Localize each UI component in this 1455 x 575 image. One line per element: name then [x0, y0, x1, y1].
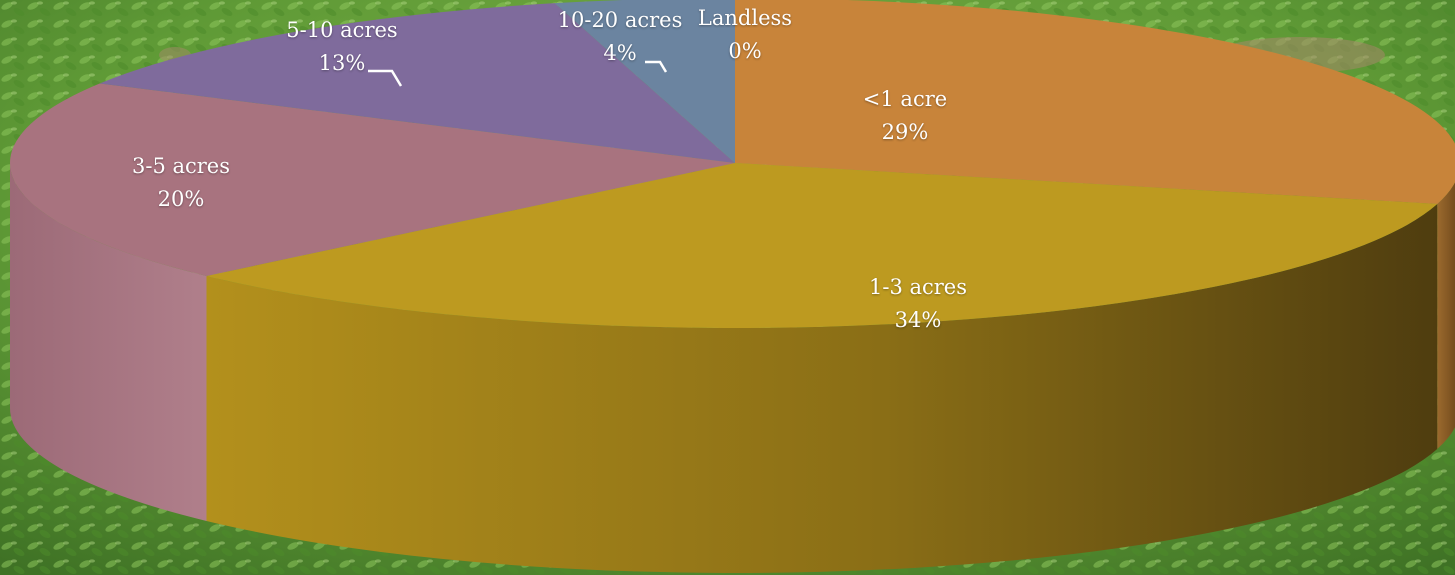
- label-category: <1 acre: [862, 87, 948, 111]
- slice-side-1-acre: [1437, 182, 1455, 450]
- slice-1-3-acres: [206, 163, 1438, 329]
- label-value: 20%: [157, 187, 205, 211]
- label-category: 10-20 acres: [557, 8, 683, 32]
- slice-5-10-acres: [99, 3, 735, 164]
- slice-10-20-acres: [554, 0, 735, 163]
- label-value: 0%: [728, 39, 762, 63]
- label-category: 1-3 acres: [868, 275, 968, 299]
- slice-side-3-5-acres: [10, 163, 207, 521]
- label-category: Landless: [697, 6, 793, 30]
- label-value: 4%: [603, 41, 637, 65]
- data-label-3-5-acres: 3-5 acres 20%: [132, 150, 230, 216]
- slice-1-acre: [735, 0, 1455, 205]
- label-value: 29%: [881, 120, 929, 144]
- label-value: 13%: [318, 51, 366, 75]
- leader-line-10-20-acres: [645, 60, 668, 73]
- slice-3-5-acres: [9, 83, 736, 276]
- data-label-5-10-acres: 5-10 acres 13%: [286, 14, 397, 80]
- label-category: 5-10 acres: [286, 18, 398, 42]
- data-label-10-20-acres: 10-20 acres 4%: [558, 4, 683, 70]
- data-label-1-3-acres: 1-3 acres 34%: [869, 271, 967, 337]
- leader-line-5-10-acres: [368, 69, 403, 87]
- label-value: 34%: [894, 308, 942, 332]
- label-category: 3-5 acres: [131, 154, 231, 178]
- data-label-1-acre: <1 acre 29%: [863, 83, 947, 149]
- data-label-landless: Landless 0%: [698, 2, 792, 68]
- slice-side-1-3-acres: [206, 204, 1438, 574]
